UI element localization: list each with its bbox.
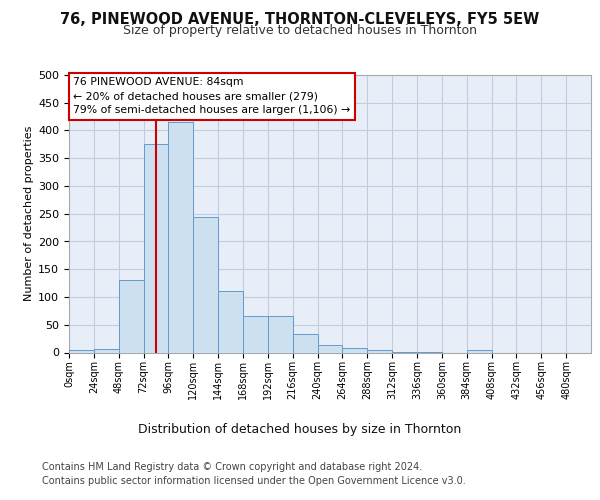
Bar: [293, 334, 317, 352]
Bar: [94, 349, 119, 352]
Bar: [243, 316, 268, 352]
Text: 76, PINEWOOD AVENUE, THORNTON-CLEVELEYS, FY5 5EW: 76, PINEWOOD AVENUE, THORNTON-CLEVELEYS,…: [61, 12, 539, 28]
Bar: [317, 344, 343, 352]
Text: Contains public sector information licensed under the Open Government Licence v3: Contains public sector information licen…: [42, 476, 466, 486]
Bar: [218, 291, 243, 352]
Text: Size of property relative to detached houses in Thornton: Size of property relative to detached ho…: [123, 24, 477, 37]
Bar: [169, 122, 193, 352]
Text: Distribution of detached houses by size in Thornton: Distribution of detached houses by size …: [139, 422, 461, 436]
Bar: [143, 144, 169, 352]
Bar: [193, 216, 218, 352]
Bar: [343, 348, 367, 352]
Y-axis label: Number of detached properties: Number of detached properties: [24, 126, 34, 302]
Bar: [467, 350, 491, 352]
Bar: [119, 280, 143, 352]
Text: Contains HM Land Registry data © Crown copyright and database right 2024.: Contains HM Land Registry data © Crown c…: [42, 462, 422, 472]
Text: 76 PINEWOOD AVENUE: 84sqm
← 20% of detached houses are smaller (279)
79% of semi: 76 PINEWOOD AVENUE: 84sqm ← 20% of detac…: [73, 77, 350, 115]
Bar: [367, 350, 392, 352]
Bar: [69, 350, 94, 352]
Bar: [268, 316, 293, 352]
